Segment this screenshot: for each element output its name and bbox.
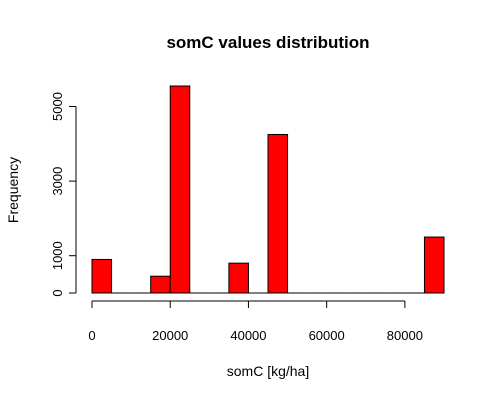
histogram-bar — [91, 258, 113, 294]
y-tick-label: 1000 — [50, 241, 65, 270]
histogram-bar — [228, 262, 249, 294]
chart-title: somC values distribution — [166, 33, 369, 52]
histogram-bar — [150, 275, 171, 294]
x-axis-label: somC [kg/ha] — [227, 363, 309, 379]
y-tick-label: 0 — [50, 289, 65, 296]
x-tick-label: 20000 — [152, 328, 188, 343]
x-tick-label: 40000 — [230, 328, 266, 343]
x-tick-label: 60000 — [309, 328, 345, 343]
y-tick-label: 5000 — [50, 92, 65, 121]
x-tick-label: 0 — [88, 328, 95, 343]
histogram-bar — [423, 236, 445, 294]
y-axis: 0 1000 3000 5000 — [50, 92, 77, 297]
histogram-bar — [267, 133, 289, 294]
x-axis: 0 20000 40000 60000 80000 — [88, 300, 423, 343]
histogram-bar — [169, 85, 191, 294]
y-tick-label: 3000 — [50, 167, 65, 196]
y-axis-label: Frequency — [5, 157, 21, 223]
x-tick-label: 80000 — [387, 328, 423, 343]
bars-group — [91, 85, 445, 294]
